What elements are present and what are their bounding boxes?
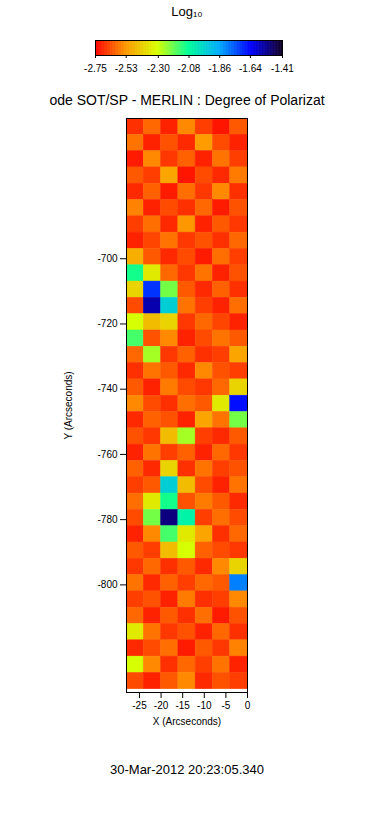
svg-text:-760: -760 bbox=[97, 449, 117, 460]
svg-text:-2.30: -2.30 bbox=[147, 63, 170, 74]
html-text:Log₁₀: Log₁₀ bbox=[171, 4, 203, 19]
svg-text:-1.86: -1.86 bbox=[208, 63, 231, 74]
svg-text:-5: -5 bbox=[221, 700, 230, 711]
svg-text:Y (Arcseconds): Y (Arcseconds) bbox=[63, 371, 74, 439]
html-text:ode SOT/SP - MERLIN : Degree o: ode SOT/SP - MERLIN : Degree of Polariza… bbox=[49, 92, 325, 108]
svg-text:-700: -700 bbox=[97, 253, 117, 264]
svg-text:-1.41: -1.41 bbox=[271, 63, 294, 74]
svg-text:-25: -25 bbox=[132, 700, 147, 711]
svg-text:X (Arcseconds): X (Arcseconds) bbox=[153, 716, 221, 727]
svg-text:-10: -10 bbox=[197, 700, 212, 711]
html-text:30-Mar-2012 20:23:05.340: 30-Mar-2012 20:23:05.340 bbox=[110, 762, 264, 777]
svg-text:-15: -15 bbox=[175, 700, 190, 711]
svg-text:0: 0 bbox=[245, 700, 251, 711]
svg-text:-2.75: -2.75 bbox=[84, 63, 107, 74]
svg-text:-2.53: -2.53 bbox=[115, 63, 138, 74]
svg-text:-1.64: -1.64 bbox=[239, 63, 262, 74]
svg-text:-800: -800 bbox=[97, 579, 117, 590]
svg-text:-20: -20 bbox=[154, 700, 169, 711]
svg-text:-720: -720 bbox=[97, 318, 117, 329]
svg-text:-2.08: -2.08 bbox=[178, 63, 201, 74]
svg-text:-740: -740 bbox=[97, 383, 117, 394]
svg-text:-780: -780 bbox=[97, 514, 117, 525]
